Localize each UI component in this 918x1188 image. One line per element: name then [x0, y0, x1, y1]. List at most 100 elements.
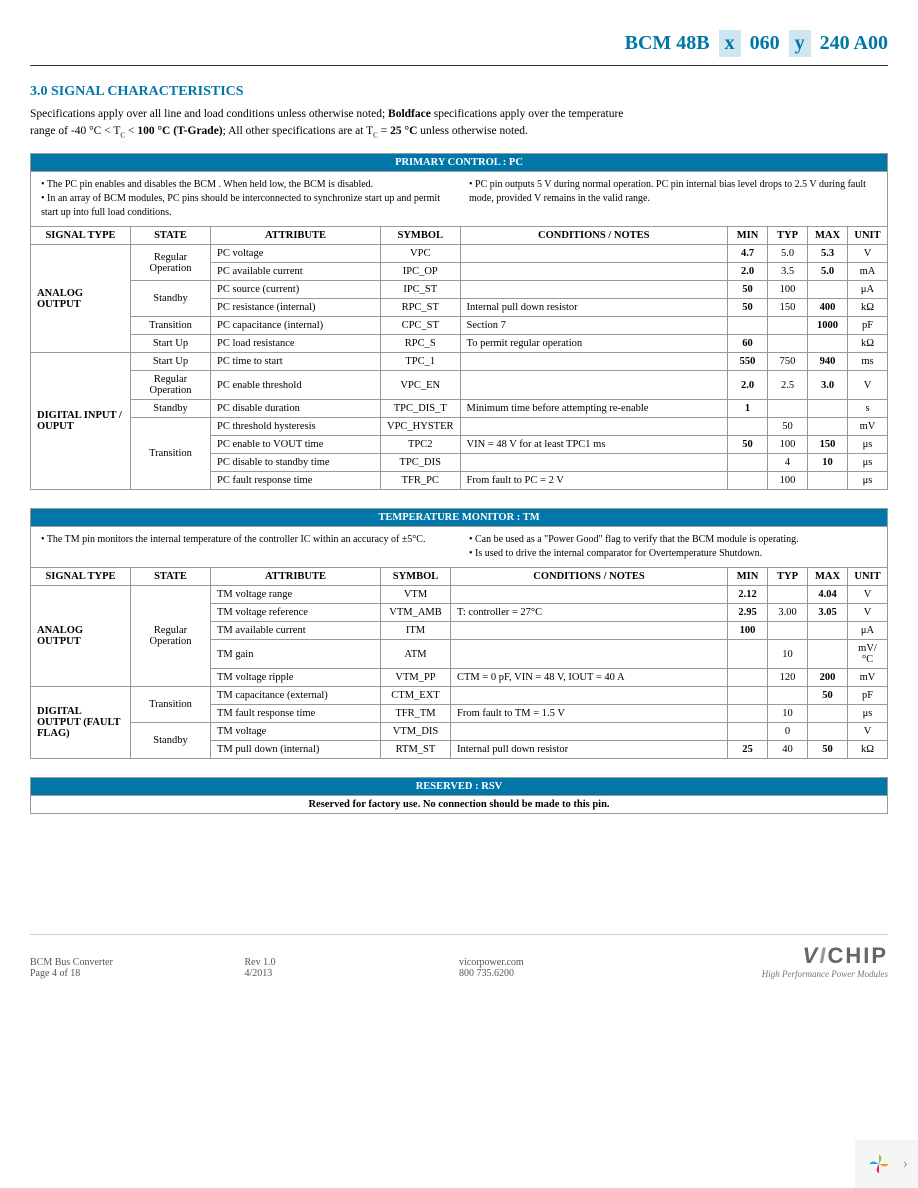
cond-cell: [460, 371, 727, 400]
tm-notes: • The TM pin monitors the internal tempe…: [31, 527, 888, 568]
max-cell: [808, 281, 848, 299]
attr-cell: TM voltage: [211, 723, 381, 741]
cond-cell: [460, 281, 727, 299]
h-signal: SIGNAL TYPE: [31, 568, 131, 586]
h-attr: ATTRIBUTE: [211, 568, 381, 586]
pn-5: A00: [854, 32, 888, 54]
unit-cell: mV/°C: [848, 640, 888, 669]
pc-header-row: SIGNAL TYPE STATE ATTRIBUTE SYMBOL CONDI…: [31, 227, 888, 245]
typ-cell: 2.5: [768, 371, 808, 400]
attr-cell: PC load resistance: [211, 335, 381, 353]
unit-cell: mV: [848, 669, 888, 687]
tm-header-row: SIGNAL TYPE STATE ATTRIBUTE SYMBOL CONDI…: [31, 568, 888, 586]
attr-cell: TM pull down (internal): [211, 741, 381, 759]
rsv-table: RESERVED : RSV Reserved for factory use.…: [30, 777, 888, 814]
max-cell: 50: [808, 687, 848, 705]
unit-cell: s: [848, 400, 888, 418]
typ-cell: [768, 335, 808, 353]
sym-cell: CPC_ST: [381, 317, 461, 335]
h-max: MAX: [808, 227, 848, 245]
unit-cell: mA: [848, 263, 888, 281]
typ-cell: 100: [768, 472, 808, 490]
cond-cell: [460, 353, 727, 371]
typ-cell: 50: [768, 418, 808, 436]
max-cell: 5.3: [808, 245, 848, 263]
h-state: STATE: [131, 227, 211, 245]
pn-x: x: [719, 30, 741, 57]
corner-widget[interactable]: ›: [855, 1140, 918, 1188]
max-cell: 3.05: [808, 604, 848, 622]
footer-web: vicorpower.com: [459, 957, 674, 968]
cond-cell: Internal pull down resistor: [451, 741, 728, 759]
signal-cell: ANALOG OUTPUT: [31, 245, 131, 353]
sym-cell: VPC_EN: [381, 371, 461, 400]
attr-cell: TM voltage ripple: [211, 669, 381, 687]
state-cell: Start Up: [131, 353, 211, 371]
signal-cell: ANALOG OUTPUT: [31, 586, 131, 687]
state-cell: Regular Operation: [131, 371, 211, 400]
signal-cell: DIGITAL OUTPUT (FAULT FLAG): [31, 687, 131, 759]
typ-cell: 40: [768, 741, 808, 759]
state-cell: Standby: [131, 400, 211, 418]
table-row: DIGITAL INPUT / OUPUTStart UpPC time to …: [31, 353, 888, 371]
max-cell: 50: [808, 741, 848, 759]
typ-cell: 4: [768, 454, 808, 472]
vichip-logo: VICHIP: [674, 943, 889, 969]
min-cell: 4.7: [728, 245, 768, 263]
table-row: ANALOG OUTPUTRegular OperationPC voltage…: [31, 245, 888, 263]
cond-cell: [460, 263, 727, 281]
max-cell: 3.0: [808, 371, 848, 400]
typ-cell: 5.0: [768, 245, 808, 263]
sym-cell: VTM_DIS: [381, 723, 451, 741]
tm-table: TEMPERATURE MONITOR : TM • The TM pin mo…: [30, 508, 888, 759]
typ-cell: 3.5: [768, 263, 808, 281]
max-cell: 10: [808, 454, 848, 472]
typ-cell: 3.00: [768, 604, 808, 622]
cond-cell: VIN = 48 V for at least TPC1 ms: [460, 436, 727, 454]
max-cell: 940: [808, 353, 848, 371]
chevron-right-icon[interactable]: ›: [903, 1155, 908, 1173]
attr-cell: PC enable threshold: [211, 371, 381, 400]
table-row: Regular OperationPC enable thresholdVPC_…: [31, 371, 888, 400]
sym-cell: VTM: [381, 586, 451, 604]
cond-cell: [451, 622, 728, 640]
table-row: Start UpPC load resistanceRPC_STo permit…: [31, 335, 888, 353]
max-cell: 200: [808, 669, 848, 687]
sym-cell: TPC_DIS: [381, 454, 461, 472]
footer: BCM Bus Converter Page 4 of 18 Rev 1.0 4…: [30, 934, 888, 979]
state-cell: Standby: [131, 281, 211, 317]
sym-cell: TFR_TM: [381, 705, 451, 723]
footer-page: Page 4 of 18: [30, 968, 245, 979]
h-cond: CONDITIONS / NOTES: [460, 227, 727, 245]
h-sym: SYMBOL: [381, 227, 461, 245]
attr-cell: TM fault response time: [211, 705, 381, 723]
h-min: MIN: [728, 568, 768, 586]
pn-y: y: [789, 30, 811, 57]
sym-cell: VTM_PP: [381, 669, 451, 687]
table-row: ANALOG OUTPUTRegular OperationTM voltage…: [31, 586, 888, 604]
h-min: MIN: [728, 227, 768, 245]
cond-cell: [460, 454, 727, 472]
table-row: StandbyPC disable durationTPC_DIS_TMinim…: [31, 400, 888, 418]
attr-cell: PC available current: [211, 263, 381, 281]
sym-cell: RPC_ST: [381, 299, 461, 317]
unit-cell: V: [848, 245, 888, 263]
min-cell: [728, 472, 768, 490]
max-cell: 1000: [808, 317, 848, 335]
h-state: STATE: [131, 568, 211, 586]
sym-cell: IPC_ST: [381, 281, 461, 299]
attr-cell: PC resistance (internal): [211, 299, 381, 317]
min-cell: [728, 454, 768, 472]
unit-cell: μs: [848, 472, 888, 490]
footer-date: 4/2013: [245, 968, 460, 979]
unit-cell: mV: [848, 418, 888, 436]
cond-cell: Internal pull down resistor: [460, 299, 727, 317]
h-unit: UNIT: [848, 227, 888, 245]
unit-cell: V: [848, 604, 888, 622]
h-typ: TYP: [768, 227, 808, 245]
unit-cell: μA: [848, 622, 888, 640]
cond-cell: To permit regular operation: [460, 335, 727, 353]
table-row: TransitionPC threshold hysteresisVPC_HYS…: [31, 418, 888, 436]
state-cell: Transition: [131, 687, 211, 723]
footer-product: BCM Bus Converter: [30, 957, 245, 968]
